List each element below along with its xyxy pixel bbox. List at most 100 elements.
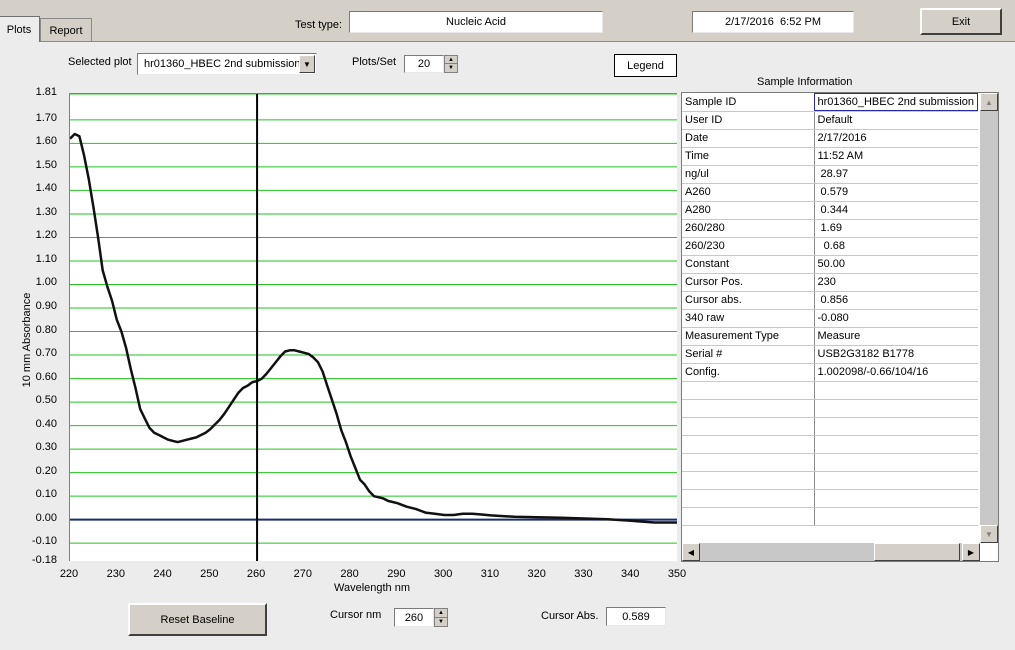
sample-info-row[interactable]: ng/ul 28.97 [682,165,978,184]
exit-button[interactable]: Exit [920,8,1002,35]
sample-info-row[interactable]: Date 2/17/2016 [682,129,978,148]
y-tick-label: -0.10 [31,535,57,548]
sample-info-key: Serial # [682,345,815,364]
x-tick-label: 330 [574,568,593,580]
x-tick-label: 230 [106,568,125,580]
scroll-up-button[interactable]: ▲ [980,93,998,111]
y-tick-label: -0.18 [31,554,57,566]
sample-info-empty-row [682,489,978,508]
scroll-right-button[interactable]: ▶ [962,543,980,561]
selected-plot-label: Selected plot [68,56,132,68]
sample-info-empty-row [682,399,978,418]
y-tick-label: 1.60 [35,135,57,148]
empty-cell [682,489,815,508]
selected-plot-value: hr01360_HBEC 2nd submission [144,58,301,70]
y-axis-title: 10 mm Absorbance [21,292,33,388]
sample-info-empty-row [682,381,978,400]
sample-info-row[interactable]: A280 0.344 [682,201,978,220]
x-tick-label: 300 [433,568,453,580]
tab-report[interactable]: Report [40,18,92,42]
reset-baseline-button[interactable]: Reset Baseline [128,603,267,636]
sample-info-empty-row [682,471,978,490]
reset-baseline-label: Reset Baseline [160,613,235,626]
tab-plots[interactable]: Plots [0,16,40,42]
cursor-nm-value: 260 [404,611,424,624]
y-tick-label: 0.00 [35,511,57,524]
empty-cell [682,381,815,400]
cursor-nm-label: Cursor nm [330,609,382,621]
sample-info-row[interactable]: A260 0.579 [682,183,978,202]
sample-info-row[interactable]: Cursor abs. 0.856 [682,291,978,310]
absorbance-curve [70,132,677,524]
x-tick-label: 240 [153,568,172,580]
sample-info-title: Sample Information [757,76,853,88]
y-tick-label: 1.70 [35,111,57,124]
y-tick-label: 0.40 [35,417,57,430]
x-tick-label: 260 [246,568,266,580]
datetime-value: 2/17/2016 6:52 PM [724,16,821,28]
y-tick-label: 0.50 [35,394,57,407]
x-tick-label: 290 [387,568,406,580]
sample-info-row[interactable]: 260/280 1.69 [682,219,978,238]
spinner-down-icon[interactable]: ▼ [438,618,444,625]
sample-info-value: hr01360_HBEC 2nd submission [814,93,978,112]
sample-info-row[interactable]: User ID Default [682,111,978,130]
sample-info-row[interactable]: 260/230 0.68 [682,237,978,256]
vertical-scrollbar[interactable]: ▲ ▼ [980,93,998,543]
spinner-up-icon[interactable]: ▲ [445,56,457,64]
x-tick-label: 350 [667,568,687,580]
sample-info-row[interactable]: Config. 1.002098/-0.66/104/16 [682,363,978,382]
x-tick-label: 340 [621,568,640,580]
sample-info-key: Constant [682,255,815,274]
empty-cell [682,507,815,526]
sample-info-row[interactable]: Sample ID hr01360_HBEC 2nd submission [682,93,978,112]
plot-area[interactable] [69,93,677,561]
sample-info-grid: Sample ID hr01360_HBEC 2nd submission User… [682,93,980,543]
test-type-value: Nucleic Acid [446,16,506,28]
sample-info-row[interactable]: Time 11:52 AM [682,147,978,166]
empty-cell [814,471,978,490]
dropdown-arrow-button[interactable]: ▼ [299,55,315,73]
horizontal-scrollbar[interactable]: ◀ ▶ [682,543,980,561]
legend-button[interactable]: Legend [614,54,677,77]
spinner-up-icon[interactable]: ▲ [435,609,447,618]
sample-info-key: Sample ID [682,93,815,112]
sample-info-value: 11:52 AM [814,147,978,166]
y-tick-label: 1.10 [35,252,57,265]
sample-info-empty-row [682,435,978,454]
sample-info-key: 260/280 [682,219,815,238]
sample-info-value: 0.856 [814,291,978,310]
sample-info-row[interactable]: Serial # USB2G3182 B1778 [682,345,978,364]
x-tick-label: 250 [200,568,219,580]
cursor-nm-spinner[interactable]: ▲ ▼ [434,608,448,627]
selected-plot-dropdown[interactable]: hr01360_HBEC 2nd submission ▼ [137,53,317,75]
y-tick-label: 1.50 [35,158,57,171]
plots-per-set-input[interactable]: 20 [404,55,444,73]
sample-info-key: 340 raw [682,309,815,328]
empty-cell [814,453,978,472]
tab-plots-label: Plots [6,23,32,36]
y-tick-label: 0.80 [35,323,57,336]
x-axis-title: Wavelength nm [333,582,411,594]
empty-cell [814,435,978,454]
plots-per-set-spinner[interactable]: ▲ ▼ [444,55,458,73]
sample-info-empty-row [682,507,978,526]
cursor-abs-field: 0.589 [606,607,666,626]
sample-info-row[interactable]: 340 raw -0.080 [682,309,978,328]
scroll-thumb[interactable] [874,543,960,561]
x-tick-label: 220 [59,568,79,580]
y-tick-label: 1.81 [35,86,57,98]
sample-info-row[interactable]: Constant 50.00 [682,255,978,274]
y-tick-label: 0.30 [35,441,57,454]
cursor-abs-label: Cursor Abs. [541,610,599,622]
y-tick-label: 1.30 [35,205,57,218]
sample-info-value: 0.579 [814,183,978,202]
sample-info-row[interactable]: Cursor Pos. 230 [682,273,978,292]
cursor-nm-input[interactable]: 260 [394,608,434,627]
scroll-down-button[interactable]: ▼ [980,525,998,543]
scroll-left-button[interactable]: ◀ [682,543,700,561]
sample-info-key: A260 [682,183,815,202]
spinner-down-icon[interactable]: ▼ [448,65,454,71]
sample-info-row[interactable]: Measurement Type Measure [682,327,978,346]
exit-button-label: Exit [951,15,971,28]
